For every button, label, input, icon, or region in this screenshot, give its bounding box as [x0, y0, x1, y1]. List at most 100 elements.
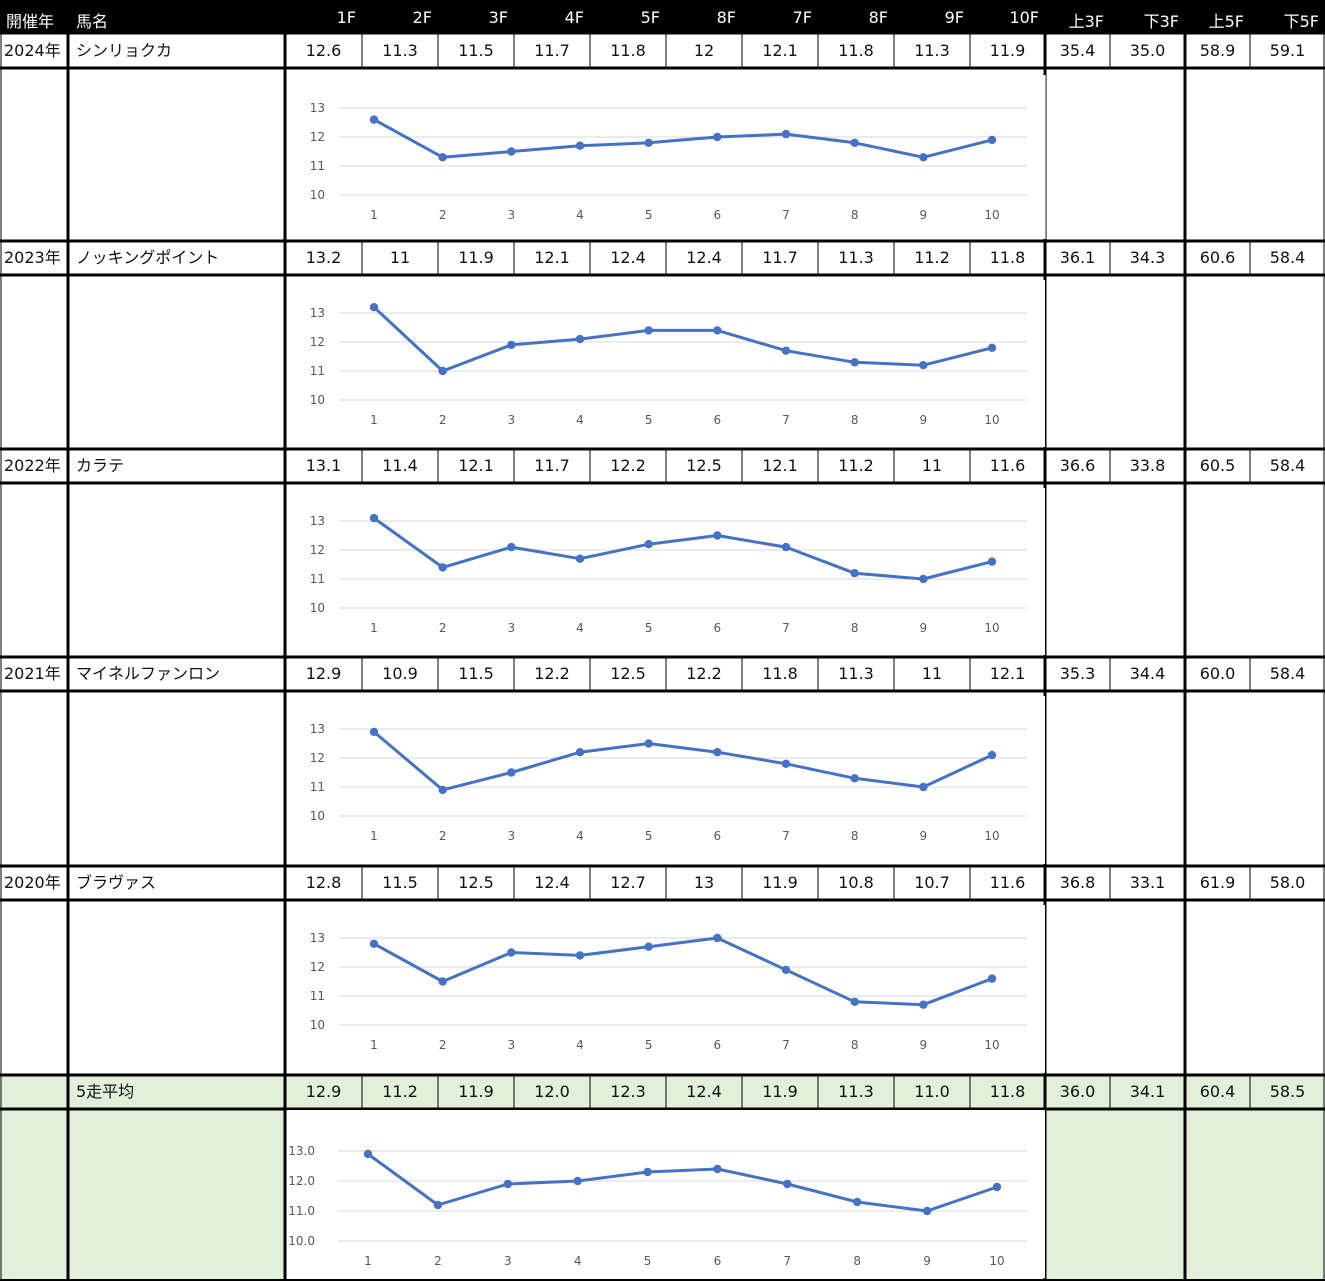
row-split-value: 12.5: [458, 873, 494, 892]
data-point: [369, 939, 379, 948]
row-split-value: 12.4: [686, 248, 722, 267]
row-summary-value: 33.8: [1129, 456, 1166, 475]
header-split-3: 3F: [488, 8, 508, 27]
y-tick-label: 11: [310, 364, 325, 378]
x-tick-label: 5: [645, 621, 653, 635]
row-summary-value: 34.3: [1129, 248, 1166, 267]
header-split-5: 5F: [640, 8, 660, 27]
data-point: [644, 739, 653, 748]
data-point: [783, 1179, 792, 1189]
data-point: [781, 965, 791, 975]
data-point: [850, 138, 859, 147]
row-split-value: 11: [389, 248, 411, 267]
row-split-value: 12.1: [458, 456, 494, 475]
series-line: [373, 118, 993, 159]
header-split-6: 8F: [716, 8, 736, 27]
x-tick-label: 9: [920, 413, 928, 427]
row-split-value: 12.6: [305, 41, 342, 60]
split-line-chart: 10.0 11.0 12.0 13.0 1 2 3 4 5 6 7 8 9 10: [287, 1110, 1045, 1278]
x-tick-label: 2: [439, 829, 447, 843]
row-split-value: 10.8: [838, 873, 874, 892]
row-split-value: 11.5: [382, 873, 418, 892]
row-split-value: 12.3: [610, 1082, 646, 1101]
row-split-value: 11.7: [534, 456, 570, 475]
x-tick-label: 10: [984, 413, 999, 427]
row-summary-value: 60.0: [1199, 664, 1236, 683]
row-split-value: 12.1: [762, 456, 798, 475]
row-split-value: 12.8: [305, 873, 342, 892]
x-tick-label: 4: [576, 208, 584, 222]
row-split-value: 12.4: [610, 248, 646, 267]
x-tick-label: 8: [851, 208, 859, 222]
data-point: [438, 153, 447, 162]
header-split-2: 2F: [412, 8, 432, 27]
row-split-value: 11.9: [458, 1082, 494, 1101]
x-tick-label: 7: [782, 621, 790, 635]
x-tick-label: 2: [439, 621, 447, 635]
row-split-value: 12.1: [534, 248, 570, 267]
x-tick-label: 3: [508, 621, 516, 635]
row-summary-value: 58.4: [1269, 664, 1306, 683]
x-tick-label: 1: [370, 1038, 378, 1052]
x-tick-label: 8: [851, 829, 859, 843]
row-split-value: 11.8: [838, 41, 874, 60]
row-summary-value: 60.6: [1199, 248, 1236, 267]
row-split-value: 11.3: [838, 1082, 874, 1101]
row-split-value: 11: [921, 664, 943, 683]
x-tick-label: 7: [782, 829, 790, 843]
header-summary-4: 下5F: [1283, 12, 1319, 31]
row-summary-value: 58.0: [1269, 873, 1306, 892]
x-tick-label: 2: [439, 1038, 447, 1052]
y-tick-label: 12: [310, 960, 325, 974]
data-point: [507, 768, 516, 777]
y-tick-label: 12.0: [288, 1174, 315, 1188]
row-split-value: 11.8: [610, 41, 646, 60]
y-tick-label: 12: [310, 543, 325, 557]
row-horse-name: ノッキングポイント: [76, 248, 220, 267]
x-tick-label: 6: [714, 1038, 722, 1052]
x-tick-label: 7: [782, 413, 790, 427]
data-point: [781, 542, 791, 552]
data-point: [713, 132, 722, 142]
x-tick-label: 10: [984, 829, 999, 843]
data-point: [369, 303, 379, 312]
y-tick-label: 10.0: [288, 1234, 315, 1248]
data-point: [433, 1200, 443, 1210]
y-tick-label: 11: [310, 159, 325, 173]
x-tick-label: 6: [714, 829, 722, 843]
x-tick-label: 3: [508, 829, 516, 843]
data-point: [853, 1197, 862, 1207]
row-summary-value: 36.1: [1059, 248, 1096, 267]
row-split-value: 12.0: [534, 1082, 570, 1101]
x-tick-label: 3: [508, 1038, 516, 1052]
x-tick-label: 10: [989, 1254, 1004, 1268]
x-tick-label: 6: [714, 413, 722, 427]
data-point: [850, 774, 859, 783]
data-point: [575, 141, 585, 150]
row-split-value: 12.2: [686, 664, 722, 683]
data-point: [713, 1164, 722, 1174]
row-summary-value: 60.4: [1199, 1082, 1236, 1101]
data-point: [713, 531, 722, 540]
row-split-value: 12.4: [534, 873, 570, 892]
row-summary-value: 34.1: [1129, 1082, 1166, 1101]
data-point: [507, 948, 516, 957]
x-tick-label: 2: [439, 208, 447, 222]
x-tick-label: 3: [504, 1254, 512, 1268]
x-tick-label: 8: [851, 621, 859, 635]
row-split-value: 12.1: [989, 664, 1026, 683]
row-split-value: 12.1: [762, 41, 798, 60]
x-tick-label: 4: [576, 621, 584, 635]
y-tick-label: 11: [310, 780, 325, 794]
data-point: [987, 750, 997, 760]
x-tick-label: 7: [784, 1254, 792, 1268]
row-summary-value: 36.6: [1059, 456, 1096, 475]
x-tick-label: 6: [714, 208, 722, 222]
y-tick-label: 11: [310, 989, 325, 1003]
header-split-7: 7F: [792, 8, 812, 27]
y-tick-label: 11: [310, 572, 325, 586]
data-point: [992, 1182, 1002, 1192]
x-tick-label: 4: [576, 413, 584, 427]
